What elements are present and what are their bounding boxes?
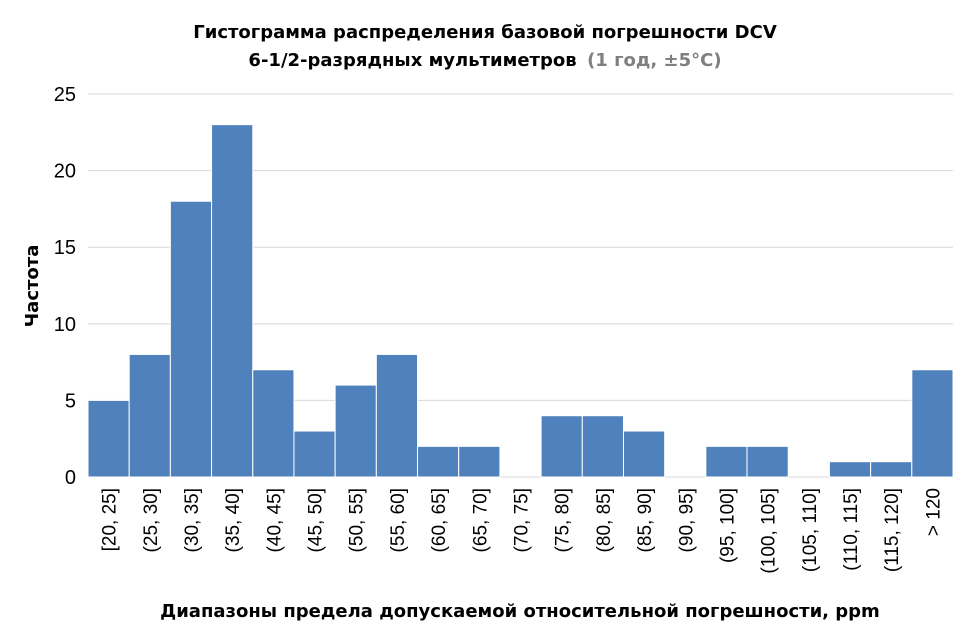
chart-title-line2: 6-1/2-разрядных мультиметров (1 год, ±5°… bbox=[248, 50, 721, 71]
bar bbox=[912, 370, 953, 477]
bar bbox=[871, 462, 912, 477]
x-tick-label: (35, 40] bbox=[223, 488, 244, 552]
y-axis-title: Частота bbox=[22, 245, 43, 328]
y-tick-label: 5 bbox=[65, 390, 76, 412]
x-tick-label: (85, 90] bbox=[635, 488, 656, 552]
x-tick-label: (75, 80] bbox=[553, 488, 574, 552]
x-tick-label: [20, 25] bbox=[100, 488, 121, 551]
y-tick-label: 20 bbox=[54, 161, 76, 183]
x-axis-title: Диапазоны предела допускаемой относитель… bbox=[160, 601, 880, 622]
x-tick-label: (55, 60] bbox=[388, 488, 409, 552]
x-tick-label: (40, 45] bbox=[264, 488, 285, 552]
bar bbox=[747, 446, 788, 477]
bar bbox=[253, 370, 294, 477]
bars bbox=[88, 125, 953, 477]
chart-title-line1: Гистограмма распределения базовой погреш… bbox=[193, 22, 777, 43]
bar bbox=[88, 400, 129, 477]
bar bbox=[418, 446, 459, 477]
y-axis-ticks: 0 5 10 15 20 25 bbox=[54, 84, 76, 489]
y-tick-label: 10 bbox=[54, 314, 76, 336]
x-tick-label: (95, 100] bbox=[717, 488, 738, 563]
x-tick-label: (105, 110] bbox=[800, 488, 821, 572]
y-tick-label: 25 bbox=[54, 84, 76, 106]
x-tick-label: (65, 70] bbox=[470, 488, 491, 552]
bar bbox=[335, 385, 376, 477]
bar bbox=[212, 125, 253, 477]
x-axis-ticks: [20, 25] (25, 30] (30, 35] (35, 40] (40, 45]… bbox=[100, 488, 945, 574]
x-tick-label: (60, 65] bbox=[429, 488, 450, 552]
x-tick-label: (25, 30] bbox=[141, 488, 162, 552]
x-tick-label: (90, 95] bbox=[676, 488, 697, 552]
bar bbox=[294, 431, 335, 477]
x-tick-label: (110, 115] bbox=[841, 488, 862, 571]
x-tick-label: (50, 55] bbox=[347, 488, 368, 552]
y-tick-label: 0 bbox=[65, 467, 76, 489]
x-tick-label: (70, 75] bbox=[512, 488, 533, 552]
bar bbox=[459, 446, 500, 477]
bar bbox=[129, 354, 170, 477]
y-tick-label: 15 bbox=[54, 237, 76, 259]
x-tick-label: (30, 35] bbox=[182, 488, 203, 552]
bar bbox=[376, 354, 417, 477]
x-tick-label: > 120 bbox=[923, 488, 944, 536]
chart-title-line2-main: 6-1/2-разрядных мультиметров bbox=[248, 50, 576, 71]
bar bbox=[170, 201, 211, 477]
bar bbox=[829, 462, 870, 477]
bar bbox=[623, 431, 664, 477]
x-tick-label: (115, 120] bbox=[882, 488, 903, 572]
chart-title-line2-muted: (1 год, ±5°C) bbox=[587, 50, 721, 71]
bar bbox=[582, 416, 623, 477]
bar bbox=[541, 416, 582, 477]
x-tick-label: (45, 50] bbox=[306, 488, 327, 552]
x-tick-label: (100, 105] bbox=[759, 488, 780, 574]
bar bbox=[706, 446, 747, 477]
x-tick-label: (80, 85] bbox=[594, 488, 615, 552]
